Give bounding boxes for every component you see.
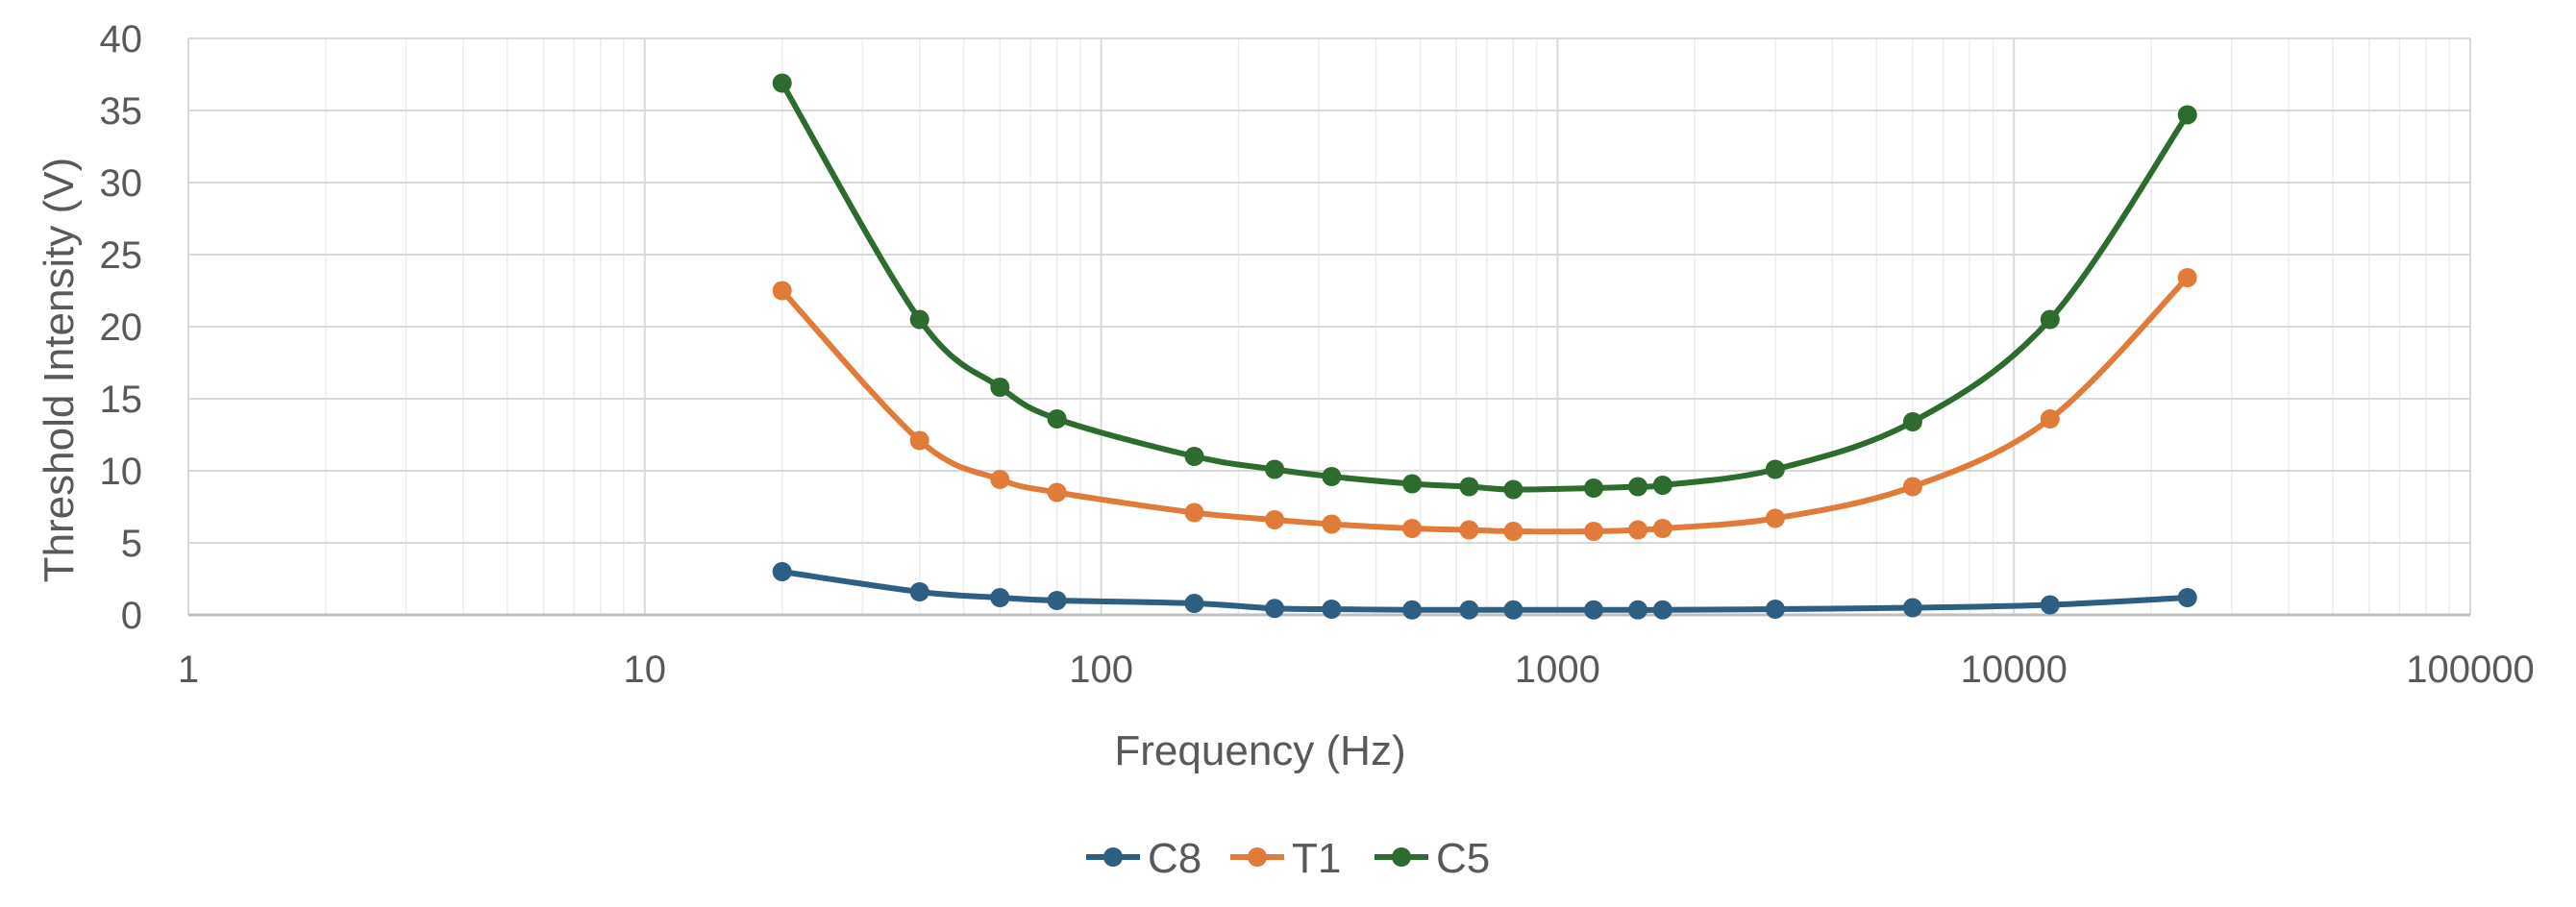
series-line-t1 (779, 275, 2191, 535)
data-point-c8 (1459, 600, 1479, 620)
data-point-c8 (1265, 599, 1285, 619)
data-point-c5 (990, 378, 1010, 397)
data-point-c5 (2177, 105, 2197, 125)
y-tick-label: 30 (100, 162, 143, 205)
data-point-t1 (1184, 503, 1204, 523)
y-tick-label: 5 (121, 523, 142, 565)
data-point-c5 (1652, 476, 1672, 495)
data-point-c8 (990, 588, 1010, 607)
data-point-c5 (1402, 474, 1423, 494)
series-line-c8 (779, 569, 2191, 613)
series-c8 (772, 562, 2197, 620)
x-tick-label: 10000 (1961, 649, 2068, 691)
data-point-t1 (1265, 510, 1285, 529)
legend-label-t1: T1 (1292, 835, 1341, 882)
data-point-t1 (1902, 477, 1922, 497)
y-tick-label: 15 (100, 379, 143, 421)
legend-label-c5: C5 (1436, 835, 1490, 882)
data-point-c5 (1322, 467, 1342, 486)
data-point-c5 (1184, 447, 1204, 466)
x-tick-label: 100 (1069, 649, 1133, 691)
data-point-c5 (1265, 459, 1285, 479)
data-point-c5 (1459, 477, 1479, 497)
series-line-c5 (779, 80, 2191, 493)
x-tick-label: 1000 (1515, 649, 1600, 691)
data-point-c8 (1628, 600, 1647, 620)
data-point-t1 (1459, 520, 1479, 540)
axis-layer: 1 10 100 1000 10000 100000 0 5 10 15 20 25 30 35 40 (100, 18, 2535, 691)
data-point-t1 (2177, 268, 2197, 287)
data-point-t1 (2040, 409, 2060, 429)
data-point-t1 (1503, 522, 1523, 541)
data-point-t1 (772, 281, 792, 301)
legend: C8 T1 C5 (1086, 835, 1490, 882)
data-point-t1 (1402, 519, 1423, 538)
data-point-t1 (1652, 519, 1672, 538)
data-point-c5 (1628, 477, 1647, 497)
legend-marker-c5 (1392, 847, 1411, 867)
legend-marker-t1 (1248, 847, 1267, 867)
series-c5 (772, 73, 2197, 500)
data-point-c8 (1503, 600, 1523, 620)
data-point-t1 (909, 430, 929, 451)
data-point-c8 (772, 562, 792, 581)
series-layer (772, 73, 2197, 620)
data-point-c8 (1902, 598, 1922, 618)
y-axis-title: Threshold Intensity (V) (36, 158, 83, 583)
data-point-t1 (1765, 508, 1785, 528)
data-point-c5 (1765, 459, 1785, 479)
x-tick-label: 10 (624, 649, 667, 691)
data-point-c8 (2177, 588, 2197, 607)
legend-marker-c8 (1103, 847, 1123, 867)
data-point-t1 (1322, 514, 1342, 534)
data-point-c5 (772, 73, 792, 93)
data-point-c8 (1402, 600, 1423, 620)
data-point-c8 (1765, 600, 1785, 619)
x-tick-label: 1 (178, 649, 199, 691)
data-point-c5 (909, 309, 929, 330)
y-tick-label: 0 (121, 595, 142, 637)
data-point-c8 (909, 582, 929, 601)
data-point-c5 (1902, 412, 1922, 431)
data-point-t1 (1047, 482, 1067, 503)
data-point-c5 (1584, 478, 1603, 498)
y-tick-label: 20 (100, 306, 143, 349)
x-axis-title: Frequency (Hz) (1114, 727, 1405, 774)
data-point-c8 (1047, 591, 1067, 610)
data-point-c8 (2040, 595, 2060, 615)
y-tick-label: 40 (100, 18, 143, 61)
data-point-t1 (1628, 520, 1647, 540)
data-point-c8 (1184, 594, 1204, 613)
data-point-c8 (1584, 600, 1603, 620)
data-point-c8 (1322, 600, 1342, 619)
data-point-t1 (990, 470, 1010, 489)
data-point-c5 (2040, 309, 2060, 330)
data-point-c5 (1047, 409, 1067, 429)
data-point-c8 (1652, 600, 1672, 620)
x-tick-label: 100000 (2406, 649, 2534, 691)
legend-label-c8: C8 (1148, 835, 1201, 882)
y-tick-label: 35 (100, 90, 143, 133)
y-tick-label: 25 (100, 234, 143, 277)
data-point-t1 (1584, 522, 1603, 541)
y-tick-label: 10 (100, 451, 143, 493)
series-t1 (772, 268, 2197, 541)
data-point-c5 (1503, 479, 1523, 500)
